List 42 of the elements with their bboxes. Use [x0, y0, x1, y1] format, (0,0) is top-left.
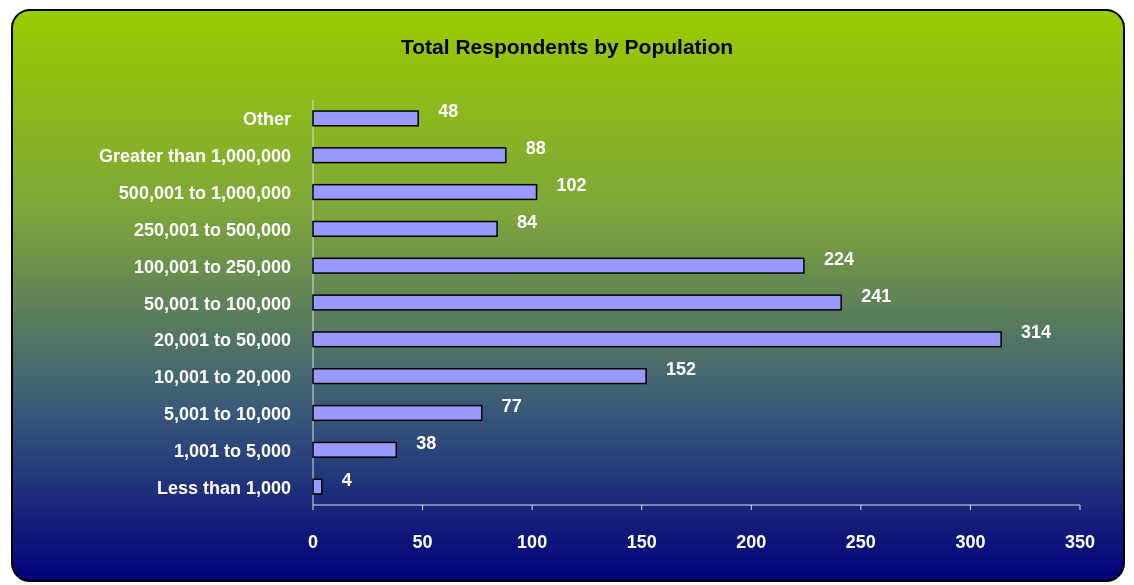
bar [312, 220, 498, 237]
data-label: 77 [501, 395, 522, 416]
bar [312, 478, 323, 495]
bar [312, 257, 805, 274]
y-tick-label: 1,001 to 5,000 [173, 440, 291, 461]
data-label: 84 [517, 211, 538, 232]
x-tick-label: 0 [307, 532, 319, 552]
y-tick-label: 100,001 to 250,000 [133, 256, 291, 277]
x-tick-label: 50 [412, 532, 433, 552]
data-label: 152 [666, 359, 697, 380]
data-label: 314 [1021, 322, 1052, 343]
data-label: 38 [416, 432, 437, 453]
bar [312, 147, 507, 164]
y-tick-label: Greater than 1,000,000 [98, 146, 291, 167]
x-tick-label: 300 [955, 532, 986, 552]
data-label: 241 [861, 285, 892, 306]
y-tick-label: 20,001 to 50,000 [153, 330, 291, 351]
x-tick-label: 350 [1064, 532, 1096, 552]
bar [312, 294, 842, 311]
data-label: 48 [438, 101, 459, 122]
bar [312, 368, 647, 385]
data-label: 88 [525, 138, 546, 159]
data-label: 224 [823, 248, 854, 269]
bar [312, 404, 483, 422]
y-tick-label: 50,001 to 100,000 [143, 293, 291, 314]
x-tick-label: 100 [517, 532, 548, 552]
data-label: 4 [341, 469, 352, 490]
y-tick-label: 500,001 to 1,000,000 [118, 183, 291, 204]
bar [312, 110, 419, 127]
y-tick-label: Other [242, 109, 291, 130]
x-tick-label: 150 [626, 532, 657, 552]
y-tick-label: 250,001 to 500,000 [133, 219, 291, 240]
chart-title: Total Respondents by Population [400, 35, 734, 58]
bar [312, 331, 1002, 348]
x-tick-label: 250 [845, 532, 876, 552]
data-label: 102 [556, 175, 587, 196]
x-tick-label: 200 [736, 532, 767, 552]
bar [312, 183, 538, 201]
y-tick-label: 5,001 to 10,000 [163, 403, 291, 424]
y-tick-label: 10,001 to 20,000 [153, 367, 291, 388]
y-tick-label: Less than 1,000 [156, 477, 291, 498]
bar [312, 441, 398, 458]
